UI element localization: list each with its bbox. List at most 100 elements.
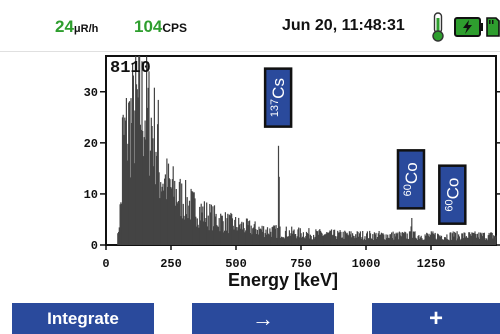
spectrum-bar	[361, 237, 363, 245]
spectrum-bar	[252, 227, 255, 245]
spectrum-bar	[186, 197, 188, 245]
spectrum-bar	[454, 231, 456, 245]
spectrum-bar	[328, 232, 330, 245]
spectrum-bar	[381, 233, 383, 245]
spectrum-bar	[431, 233, 433, 245]
spectrum-bar	[160, 182, 162, 245]
spectrum-bar	[217, 226, 219, 245]
spectrum-bar	[145, 139, 147, 245]
spectrum-bar	[402, 232, 404, 245]
spectrum-bar	[341, 237, 343, 245]
spectrum-bar	[366, 231, 368, 245]
spectrum-bar	[300, 233, 302, 245]
spectrum-bar	[375, 232, 377, 245]
spectrum-bar	[128, 102, 130, 245]
spectrum-bar	[419, 237, 421, 245]
spectrum-bar	[451, 233, 453, 245]
spectrum-bar	[390, 234, 392, 245]
spectrum-bar	[309, 234, 311, 245]
spectrum-bar	[258, 226, 260, 245]
spectrum-bar	[259, 229, 261, 245]
spectrum-bar	[245, 230, 247, 245]
spectrum-bar	[235, 217, 237, 245]
cps-readout: 104CPS	[134, 17, 187, 37]
spectrum-bar	[413, 232, 415, 245]
spectrum-bar	[337, 230, 339, 245]
spectrum-bar	[255, 229, 257, 245]
spectrum-bar	[193, 192, 195, 245]
spectrum-bar	[198, 227, 200, 245]
spectrum-bar	[245, 218, 248, 245]
spectrum-bar	[336, 236, 338, 245]
spectrum-bar	[173, 196, 175, 245]
spectrum-bar	[225, 230, 227, 245]
spectrum-bar	[458, 236, 460, 245]
dose-rate-readout: 24μR/h	[55, 17, 98, 37]
spectrum-bar	[430, 231, 432, 245]
spectrum-bar	[384, 239, 386, 245]
spectrum-bar	[460, 238, 462, 245]
spectrum-bar	[313, 234, 315, 245]
spectrum-bar	[254, 221, 256, 245]
spectrum-bar	[169, 179, 171, 245]
spectrum-bar	[206, 226, 209, 245]
spectrum-bar	[316, 231, 318, 245]
spectrum-bar	[420, 235, 422, 245]
integrate-button[interactable]: Integrate	[12, 303, 154, 334]
spectrum-bar	[443, 239, 445, 245]
spectrum-bar	[278, 176, 280, 245]
spectrum-bar	[132, 63, 134, 245]
spectrum-bar	[162, 183, 164, 245]
spectrum-bar	[231, 214, 233, 245]
spectrum-bar	[227, 213, 229, 245]
spectrum-bar	[486, 240, 489, 245]
spectrum-bar	[236, 230, 238, 245]
spectrum-bar	[174, 205, 177, 245]
spectrum-bar	[425, 236, 427, 245]
spectrum-bar	[362, 231, 364, 245]
spectrum-bar	[184, 219, 186, 245]
datetime-display: Jun 20, 11:48:31	[282, 17, 405, 34]
next-arrow-button[interactable]: →	[192, 303, 334, 334]
spectrum-bar	[131, 123, 133, 245]
spectrum-bar	[438, 236, 440, 245]
spectrum-bar	[412, 231, 414, 245]
spectrum-bar	[277, 228, 279, 245]
spectrum-bar	[160, 191, 163, 245]
spectrum-bar	[151, 126, 153, 245]
spectrum-bar	[383, 239, 386, 245]
x-tick-label: 500	[225, 257, 247, 271]
spectrum-bar	[224, 212, 226, 245]
spectrum-bar	[252, 228, 254, 245]
spectrum-bar	[359, 231, 361, 245]
spectrum-bar	[263, 226, 265, 245]
spectrum-bar	[308, 228, 310, 245]
spectrum-bar	[168, 178, 170, 245]
spectrum-bar	[351, 237, 353, 245]
spectrum-bar	[342, 231, 344, 245]
spectrum-bar	[324, 234, 326, 245]
spectrum-bar	[286, 236, 288, 245]
spectrum-bar	[185, 214, 187, 245]
spectrum-bar	[332, 234, 334, 245]
spectrum-bar	[201, 212, 203, 245]
spectrum-bar	[412, 237, 414, 245]
spectrum-bar	[118, 231, 120, 245]
spectrum-bar	[358, 236, 360, 245]
spectrum-bar	[362, 240, 365, 245]
spectrum-bar	[170, 187, 172, 245]
y-tick-label: 20	[84, 137, 98, 151]
spectrum-bar	[477, 237, 479, 245]
spectrum-bar	[436, 239, 438, 245]
spectrum-bar	[410, 226, 412, 245]
spectrum-bar	[134, 110, 136, 245]
spectrum-bar	[199, 220, 202, 245]
spectrum-bars	[117, 56, 497, 246]
spectrum-bar	[401, 232, 404, 245]
spectrum-bar	[376, 238, 378, 245]
spectrum-bar	[221, 215, 223, 245]
spectrum-bar	[230, 212, 232, 245]
spectrum-bar	[266, 227, 269, 245]
zoom-in-button[interactable]: +	[372, 303, 500, 334]
spectrum-bar	[241, 221, 243, 245]
